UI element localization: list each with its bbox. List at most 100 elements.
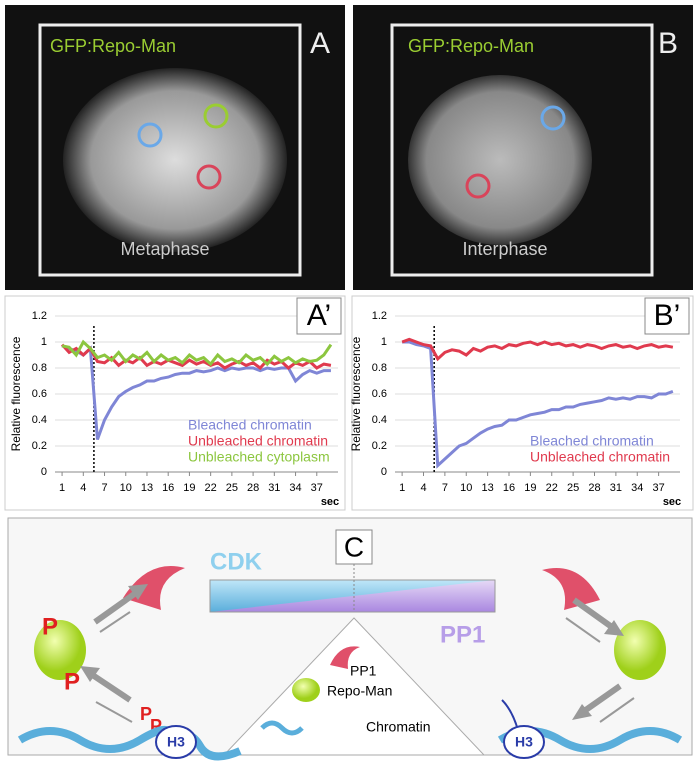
cdk-label: CDK <box>210 548 263 575</box>
series-line <box>402 340 674 469</box>
x-tick-label: 22 <box>546 482 558 494</box>
panel-label: B’ <box>654 299 681 332</box>
panel-label: A’ <box>307 299 331 332</box>
panel-label: A <box>310 27 330 60</box>
panel-b: GFP:Repo-Man Interphase B <box>353 5 693 290</box>
y-tick-label: 0.4 <box>32 414 47 426</box>
arrow <box>93 587 142 625</box>
arrowhead <box>128 584 148 600</box>
y-tick-label: 0.2 <box>372 440 387 452</box>
pp1-icon <box>330 646 360 669</box>
roi <box>465 173 491 199</box>
frame <box>38 23 302 277</box>
legend-repoman: Repo-Man <box>327 683 392 699</box>
x-tick-label: 31 <box>268 482 280 494</box>
chromatin <box>17 726 242 761</box>
repoman-icon <box>292 678 320 702</box>
panel-label-box <box>644 297 690 335</box>
x-tick-label: 37 <box>311 482 323 494</box>
x-tick-label: 34 <box>631 482 643 494</box>
y-tick-label: 1 <box>41 336 47 348</box>
x-tick-label: 7 <box>442 482 448 494</box>
panel-label: C <box>344 531 364 562</box>
arrowhead <box>80 666 100 682</box>
y-axis-label: Relative fluorescence <box>9 336 23 451</box>
histone <box>503 725 545 759</box>
x-tick-label: 19 <box>183 482 195 494</box>
gradient-bar <box>209 579 496 613</box>
y-tick-label: 0 <box>381 466 387 478</box>
legend-entry: Bleached chromatin <box>530 433 654 449</box>
x-axis-label: sec <box>321 496 339 508</box>
chart-bg <box>4 295 346 511</box>
roi <box>137 122 163 148</box>
label-box <box>335 529 373 565</box>
arrow <box>95 701 133 723</box>
roi <box>203 103 229 129</box>
x-axis-label: sec <box>663 496 681 508</box>
phospho: P <box>42 613 58 640</box>
arrow <box>578 683 622 717</box>
cell <box>63 68 287 252</box>
roi <box>196 164 222 190</box>
y-tick-label: 0.2 <box>32 440 47 452</box>
pp1 <box>542 568 600 610</box>
x-tick-label: 4 <box>420 482 426 494</box>
pp1-label: PP1 <box>440 621 485 648</box>
y-tick-label: 0.4 <box>372 414 387 426</box>
x-tick-label: 13 <box>141 482 153 494</box>
x-tick-label: 16 <box>162 482 174 494</box>
x-tick-label: 28 <box>588 482 600 494</box>
x-tick-label: 28 <box>247 482 259 494</box>
x-tick-label: 1 <box>59 482 65 494</box>
y-tick-label: 0 <box>41 466 47 478</box>
arrow <box>86 669 132 703</box>
arrow <box>99 611 131 633</box>
histone-label: H3 <box>167 734 185 750</box>
series-line <box>60 343 332 371</box>
repoman <box>34 620 86 680</box>
x-tick-label: 4 <box>80 482 86 494</box>
histone <box>155 725 197 759</box>
image-title: GFP:Repo-Man <box>50 36 176 56</box>
legend-triangle <box>222 617 486 756</box>
chart-bg <box>351 295 694 511</box>
panel-label-box <box>296 297 342 335</box>
x-tick-label: 7 <box>101 482 107 494</box>
phospho: P <box>64 668 80 695</box>
image-title: GFP:Repo-Man <box>408 36 534 56</box>
x-tick-label: 1 <box>399 482 405 494</box>
series-line <box>61 339 333 367</box>
stage-label: Interphase <box>462 239 547 259</box>
legend-entry: Unbleached chromatin <box>188 433 328 449</box>
cdk-wedge <box>210 580 495 612</box>
x-tick-label: 10 <box>120 482 132 494</box>
x-tick-label: 10 <box>460 482 472 494</box>
y-tick-label: 0.8 <box>32 362 47 374</box>
x-tick-label: 13 <box>482 482 494 494</box>
arrow <box>572 597 618 633</box>
y-tick-label: 1.2 <box>32 310 47 322</box>
phospho: P <box>140 704 152 724</box>
arrow <box>565 617 601 643</box>
y-tick-label: 1.2 <box>372 310 387 322</box>
arrow <box>599 697 635 723</box>
x-tick-label: 19 <box>524 482 536 494</box>
x-tick-label: 37 <box>653 482 665 494</box>
y-tick-label: 0.8 <box>372 362 387 374</box>
x-tick-label: 25 <box>226 482 238 494</box>
panel-label: B <box>658 27 678 60</box>
repoman <box>614 620 666 680</box>
y-tick-label: 0.6 <box>372 388 387 400</box>
x-tick-label: 25 <box>567 482 579 494</box>
stage-label: Metaphase <box>120 239 209 259</box>
chromatin-icon <box>260 720 304 736</box>
frame <box>390 23 654 277</box>
x-tick-label: 31 <box>610 482 622 494</box>
arrowhead <box>604 620 624 636</box>
series-line <box>61 344 331 441</box>
panel-c: C CDK PP1 PP1 Repo-Man Chromatin P P P P… <box>7 517 693 761</box>
panel-a: GFP:Repo-Man Metaphase A <box>5 5 345 290</box>
x-tick-label: 34 <box>289 482 301 494</box>
x-tick-label: 22 <box>205 482 217 494</box>
